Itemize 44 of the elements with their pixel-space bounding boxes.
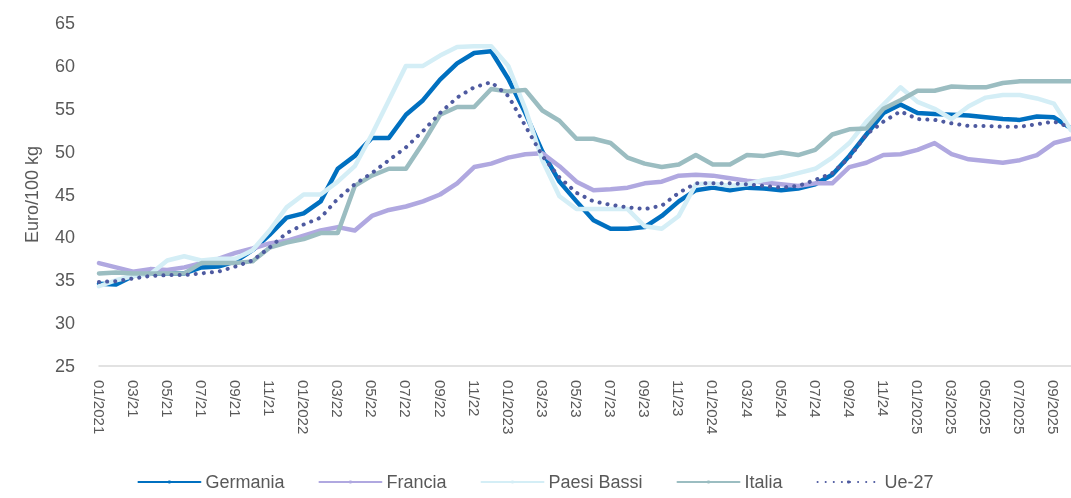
- legend-label: Paesi Bassi: [548, 472, 643, 492]
- legend-label: Francia: [386, 472, 448, 492]
- x-tick-label: 05/2025: [977, 380, 995, 435]
- x-tick-label: 07/22: [397, 380, 415, 418]
- x-tick-label: 11/21: [261, 380, 279, 417]
- y-tick-label: 65: [54, 13, 75, 33]
- x-tick-label: 09/22: [431, 380, 449, 418]
- y-tick-label: 25: [54, 356, 75, 376]
- legend-label: Germania: [205, 472, 286, 492]
- y-tick-label: 40: [54, 227, 75, 248]
- legend-label: Italia: [744, 472, 784, 492]
- x-tick-label: 03/2025: [943, 380, 961, 435]
- y-tick-label: 45: [54, 184, 75, 205]
- x-tick-label: 05/21: [158, 380, 176, 418]
- x-tick-label: 05/22: [363, 380, 381, 418]
- x-tick-label: 01/2023: [499, 380, 517, 435]
- x-tick-label: 03/24: [738, 380, 756, 418]
- x-tick-label: 05/24: [772, 380, 790, 418]
- x-tick-label: 01/2024: [704, 380, 722, 435]
- x-tick-label: 07/24: [806, 380, 824, 418]
- y-tick-label: 35: [54, 270, 75, 291]
- x-tick-label: 07/2025: [1011, 380, 1029, 435]
- x-tick-label: 09/23: [636, 380, 654, 418]
- x-tick-label: 01/2025: [909, 380, 927, 435]
- y-tick-label: 50: [54, 141, 75, 162]
- x-tick-label: 11/24: [874, 380, 892, 417]
- y-tick-label: 60: [54, 55, 75, 76]
- x-tick-label: 09/24: [840, 380, 858, 418]
- x-tick-label: 05/23: [567, 380, 585, 418]
- x-tick-label: 03/23: [533, 380, 551, 418]
- x-tick-label: 01/2021: [90, 380, 108, 435]
- x-tick-label: 11/23: [670, 380, 688, 417]
- x-tick-label: 07/23: [602, 380, 620, 418]
- legend-label: Ue-27: [884, 472, 934, 492]
- y-tick-label: 55: [54, 98, 75, 119]
- x-tick-label: 01/2022: [295, 380, 313, 435]
- x-tick-label: 09/21: [226, 380, 244, 418]
- y-axis-title: Euro/100 kg: [22, 145, 42, 244]
- x-tick-label: 03/22: [329, 380, 347, 418]
- x-tick-label: 09/2025: [1045, 380, 1063, 435]
- x-tick-label: 03/21: [124, 380, 142, 418]
- x-tick-label: 07/21: [192, 380, 210, 418]
- x-tick-label: 11/22: [465, 380, 483, 417]
- y-tick-label: 30: [54, 313, 75, 334]
